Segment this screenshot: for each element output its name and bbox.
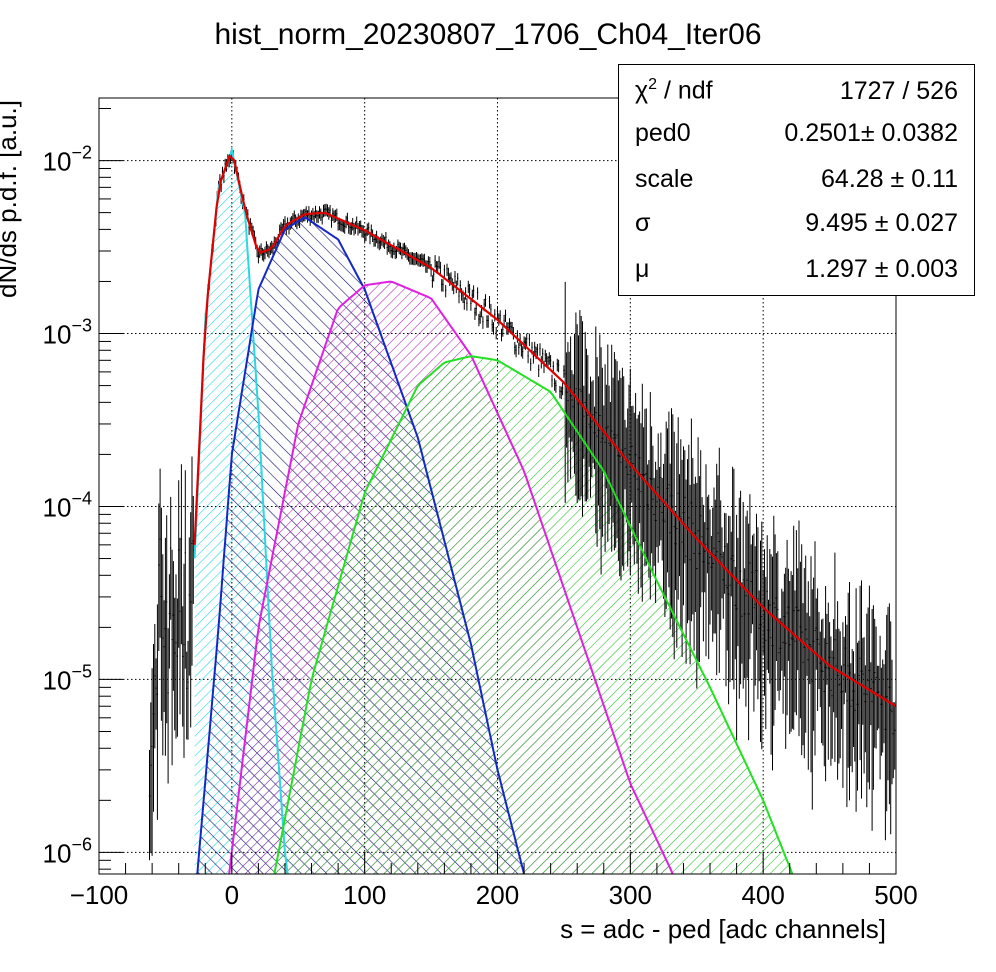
x-axis-ticks: −100 0 100 200 300 400 500 [70,852,918,910]
y-tick-label: 10−2 [43,143,92,177]
x-tick-label: 500 [874,880,917,910]
fit-curves [193,146,896,874]
stats-row: χ2 / ndf 1727 / 526 [635,71,958,111]
stats-row-name: scale [635,164,694,193]
component-line-navy [196,216,526,874]
stats-row: ped0 0.2501± 0.0382 [635,113,958,153]
y-tick-label: 10−4 [43,488,92,522]
y-axis-label: dN/ds p.d.f. [a.u.] [0,100,22,298]
stats-row-value: 0.2501± 0.0382 [784,118,958,147]
x-tick-label: 100 [343,880,386,910]
x-tick-label: 0 [225,880,239,910]
stats-row-value: 9.495 ± 0.027 [805,208,958,237]
x-tick-label: 300 [609,880,652,910]
stats-row-name: χ2 / ndf [635,76,713,105]
total-fit-line [193,154,896,708]
component-line-magenta [228,280,674,874]
component-fill-green [274,356,793,874]
stats-row-name: σ [635,208,651,237]
stats-row: μ 1.297 ± 0.003 [635,249,958,289]
x-tick-label: 400 [741,880,784,910]
y-tick-label: 10−5 [43,661,92,695]
chart-title: hist_norm_20230807_1706_Ch04_Iter06 [214,18,761,51]
y-tick-label: 10−3 [43,316,92,350]
x-axis-label: s = adc - ped [adc channels] [560,914,886,944]
x-tick-label: −100 [70,880,129,910]
stats-row: scale 64.28 ± 0.11 [635,159,958,199]
stats-row-value: 1.297 ± 0.003 [805,254,958,283]
y-tick-label: 10−6 [43,834,92,868]
x-tick-label: 200 [476,880,519,910]
fit-statistics-box: χ2 / ndf 1727 / 526 ped0 0.2501± 0.0382 scal… [618,64,975,296]
stats-row-value: 1727 / 526 [839,76,958,105]
stats-row: σ 9.495 ± 0.027 [635,203,958,243]
stats-row-name: μ [635,254,650,283]
component-line-green [273,355,794,874]
y-axis-ticks: 10−2 10−3 10−4 10−5 10−6 [43,107,123,870]
stats-row-name: ped0 [635,118,691,147]
stats-row-value: 64.28 ± 0.11 [821,164,958,193]
component-fills [194,150,793,874]
